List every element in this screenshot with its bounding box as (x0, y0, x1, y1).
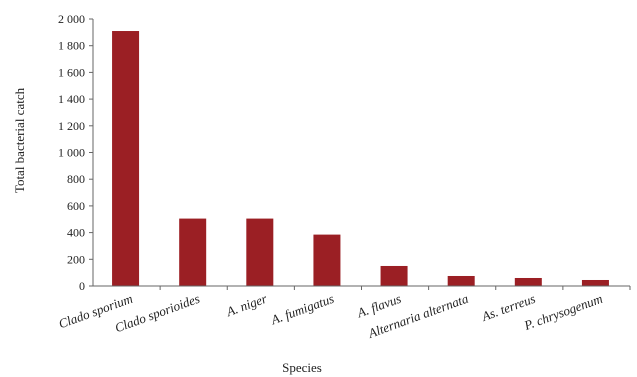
y-tick-label: 2 000 (58, 12, 85, 26)
y-tick-label: 800 (67, 172, 85, 186)
y-tick-label: 400 (67, 226, 85, 240)
bar (514, 277, 542, 286)
y-tick-label: 1 200 (58, 119, 85, 133)
y-tick-label: 0 (79, 279, 85, 293)
bar (112, 31, 140, 286)
bars (112, 31, 609, 286)
x-category-label: A. niger (223, 290, 269, 319)
bar (581, 279, 609, 286)
bar (313, 234, 341, 286)
y-tick-label: 200 (67, 252, 85, 266)
y-tick-label: 1 800 (58, 39, 85, 53)
y-tick-label: 1 000 (58, 146, 85, 160)
bar (246, 218, 274, 286)
bar (179, 218, 207, 286)
y-axis-ticks: 0 200 400 600 800 1 000 1 200 1 400 1 600 1 800 2 … (58, 12, 93, 293)
x-category-label: A. fumigatus (268, 291, 336, 328)
x-axis-title: Species (282, 360, 322, 375)
bar (380, 265, 408, 286)
y-tick-label: 1 400 (58, 92, 85, 106)
bar (447, 275, 475, 286)
y-tick-label: 600 (67, 199, 85, 213)
y-tick-label: 1 600 (58, 65, 85, 79)
y-axis-title: Total bacterial catch (12, 87, 27, 193)
